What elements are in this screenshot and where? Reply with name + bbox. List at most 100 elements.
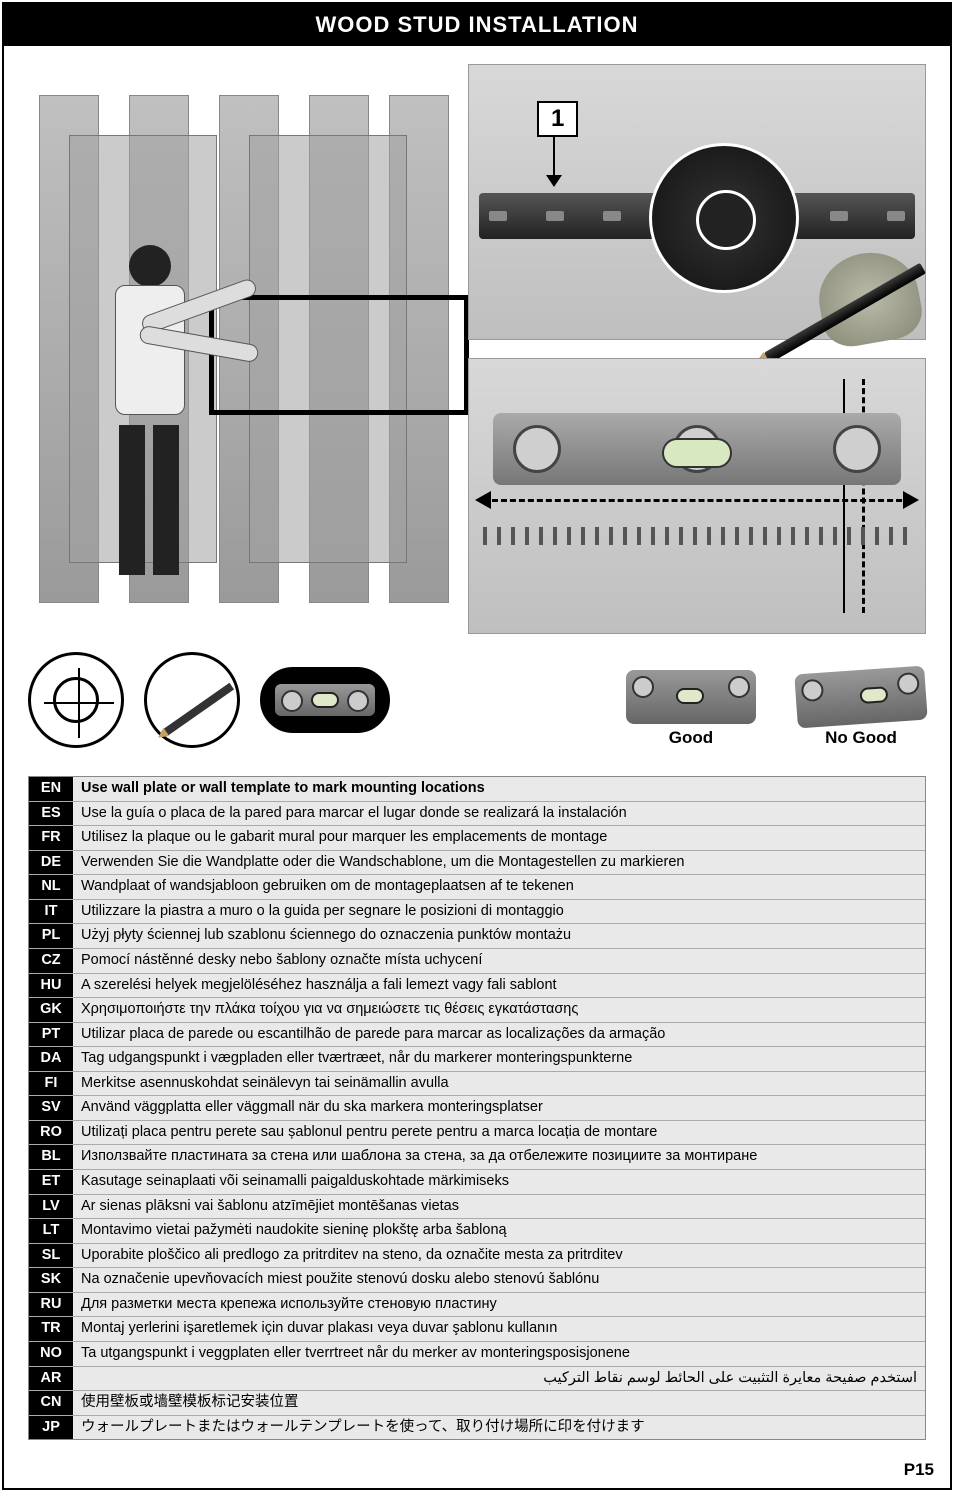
table-row: CN使用壁板或墙壁模板标记安装位置 [29, 1391, 925, 1416]
icon-row: Good No Good [28, 652, 926, 748]
lang-code: SK [29, 1268, 73, 1292]
lang-code: NL [29, 875, 73, 899]
no-good-label: No Good [796, 728, 926, 748]
lang-code: GK [29, 998, 73, 1022]
lang-text: Use wall plate or wall template to mark … [73, 777, 925, 801]
table-row: PLUżyj płyty ściennej lub szablonu ścien… [29, 924, 925, 949]
table-row: ARاستخدم صفيحة معايرة التثبيت على الحائط… [29, 1367, 925, 1392]
lang-text: Utilizați placa pentru perete sau șablon… [73, 1121, 925, 1145]
lang-code: JP [29, 1416, 73, 1440]
lang-text: Utilisez la plaque ou le gabarit mural p… [73, 826, 925, 850]
lang-code: FR [29, 826, 73, 850]
level-ring-icon [260, 667, 390, 733]
lang-text: Kasutage seinaplaati või seinamalli paig… [73, 1170, 925, 1194]
lang-code: PT [29, 1023, 73, 1047]
step-number: 1 [537, 101, 578, 137]
step-callout: 1 [537, 101, 578, 137]
table-row: NLWandplaat of wandsjabloon gebruiken om… [29, 875, 925, 900]
table-row: LVAr sienas plāksni vai šablonu atzīmēji… [29, 1195, 925, 1220]
lang-code: AR [29, 1367, 73, 1391]
table-row: FRUtilisez la plaque ou le gabarit mural… [29, 826, 925, 851]
table-row: ITUtilizzare la piastra a muro o la guid… [29, 900, 925, 925]
lang-text: Използвайте пластината за стена или шабл… [73, 1145, 925, 1169]
lang-text: 使用壁板或墙壁模板标记安装位置 [73, 1391, 925, 1415]
lang-text: Для разметки места крепежа используйте с… [73, 1293, 925, 1317]
lang-code: FI [29, 1072, 73, 1096]
lang-text: Pomocí nástěnné desky nebo šablony označ… [73, 949, 925, 973]
lang-text: Na označenie upevňovacích miest použite … [73, 1268, 925, 1292]
table-row: NOTa utgangspunkt i veggplaten eller tve… [29, 1342, 925, 1367]
table-row: SLUporabite ploščico ali predlogo za pri… [29, 1244, 925, 1269]
lang-text: Użyj płyty ściennej lub szablonu ścienne… [73, 924, 925, 948]
page-title: WOOD STUD INSTALLATION [4, 4, 950, 46]
lang-text: Använd väggplatta eller väggmall när du … [73, 1096, 925, 1120]
lang-code: DA [29, 1047, 73, 1071]
lang-code: DE [29, 851, 73, 875]
table-row: DATag udgangspunkt i vægpladen eller tvæ… [29, 1047, 925, 1072]
lang-text: Ta utgangspunkt i veggplaten eller tverr… [73, 1342, 925, 1366]
lang-text: Ar sienas plāksni vai šablonu atzīmējiet… [73, 1195, 925, 1219]
lang-text: استخدم صفيحة معايرة التثبيت على الحائط ل… [73, 1367, 925, 1391]
table-row: SVAnvänd väggplatta eller väggmall när d… [29, 1096, 925, 1121]
lang-code: CZ [29, 949, 73, 973]
lang-code: RO [29, 1121, 73, 1145]
lang-text: Tag udgangspunkt i vægpladen eller tvært… [73, 1047, 925, 1071]
lang-text: Χρησιμοποιήστε την πλάκα τοίχου για να σ… [73, 998, 925, 1022]
page: WOOD STUD INSTALLATION [2, 2, 952, 1490]
lang-text: Utilizar placa de parede ou escantilhão … [73, 1023, 925, 1047]
table-row: SKNa označenie upevňovacích miest použit… [29, 1268, 925, 1293]
table-row: BLИзползвайте пластината за стена или ша… [29, 1145, 925, 1170]
lang-text: Verwenden Sie die Wandplatte oder die Wa… [73, 851, 925, 875]
level-no-good: No Good [796, 670, 926, 748]
lang-code: RU [29, 1293, 73, 1317]
lang-code: ES [29, 802, 73, 826]
content-area: 1 [4, 46, 950, 1454]
lang-code: SV [29, 1096, 73, 1120]
lang-code: NO [29, 1342, 73, 1366]
lang-text: Use la guía o placa de la pared para mar… [73, 802, 925, 826]
lang-code: SL [29, 1244, 73, 1268]
lang-text: A szerelési helyek megjelöléséhez haszná… [73, 974, 925, 998]
table-row: FIMerkitse asennuskohdat seinälevyn tai … [29, 1072, 925, 1097]
main-illustration [28, 64, 448, 634]
table-row: ENUse wall plate or wall template to mar… [29, 777, 925, 802]
table-row: PTUtilizar placa de parede ou escantilhã… [29, 1023, 925, 1048]
lang-text: Montavimo vietai pažymėti naudokite sien… [73, 1219, 925, 1243]
table-row: JPウォールプレートまたはウォールテンプレートを使って、取り付け場所に印を付けま… [29, 1416, 925, 1440]
table-row: HUA szerelési helyek megjelöléséhez hasz… [29, 974, 925, 999]
bubble-level-icon [493, 413, 901, 485]
lang-code: TR [29, 1317, 73, 1341]
figure-row: 1 [28, 64, 926, 634]
person-figure [89, 245, 229, 575]
table-row: ESUse la guía o placa de la pared para m… [29, 802, 925, 827]
table-row: ROUtilizați placa pentru perete sau șabl… [29, 1121, 925, 1146]
lang-code: EN [29, 777, 73, 801]
table-row: CZPomocí nástěnné desky nebo šablony ozn… [29, 949, 925, 974]
lang-code: CN [29, 1391, 73, 1415]
lang-text: Utilizzare la piastra a muro o la guida … [73, 900, 925, 924]
table-row: GKΧρησιμοποιήστε την πλάκα τοίχου για να… [29, 998, 925, 1023]
detail-mark-location: 1 [468, 64, 926, 340]
table-row: LTMontavimo vietai pažymėti naudokite si… [29, 1219, 925, 1244]
level-good: Good [626, 670, 756, 748]
lang-text: Uporabite ploščico ali predlogo za pritr… [73, 1244, 925, 1268]
stud-finder-icon [28, 652, 124, 748]
lang-code: HU [29, 974, 73, 998]
table-row: TRMontaj yerlerini işaretlemek için duva… [29, 1317, 925, 1342]
table-row: ETKasutage seinaplaati või seinamalli pa… [29, 1170, 925, 1195]
instruction-table: ENUse wall plate or wall template to mar… [28, 776, 926, 1440]
pencil-ring-icon [144, 652, 240, 748]
lang-text: Merkitse asennuskohdat seinälevyn tai se… [73, 1072, 925, 1096]
detail-level-check [468, 358, 926, 634]
page-number: P15 [4, 1454, 950, 1488]
lang-text: ウォールプレートまたはウォールテンプレートを使って、取り付け場所に印を付けます [73, 1416, 925, 1440]
table-row: RUДля разметки места крепежа используйте… [29, 1293, 925, 1318]
lang-text: Wandplaat of wandsjabloon gebruiken om d… [73, 875, 925, 899]
lang-code: PL [29, 924, 73, 948]
lang-code: LT [29, 1219, 73, 1243]
good-label: Good [626, 728, 756, 748]
lang-code: ET [29, 1170, 73, 1194]
lang-code: LV [29, 1195, 73, 1219]
lang-code: IT [29, 900, 73, 924]
magnifier-icon [649, 143, 799, 293]
